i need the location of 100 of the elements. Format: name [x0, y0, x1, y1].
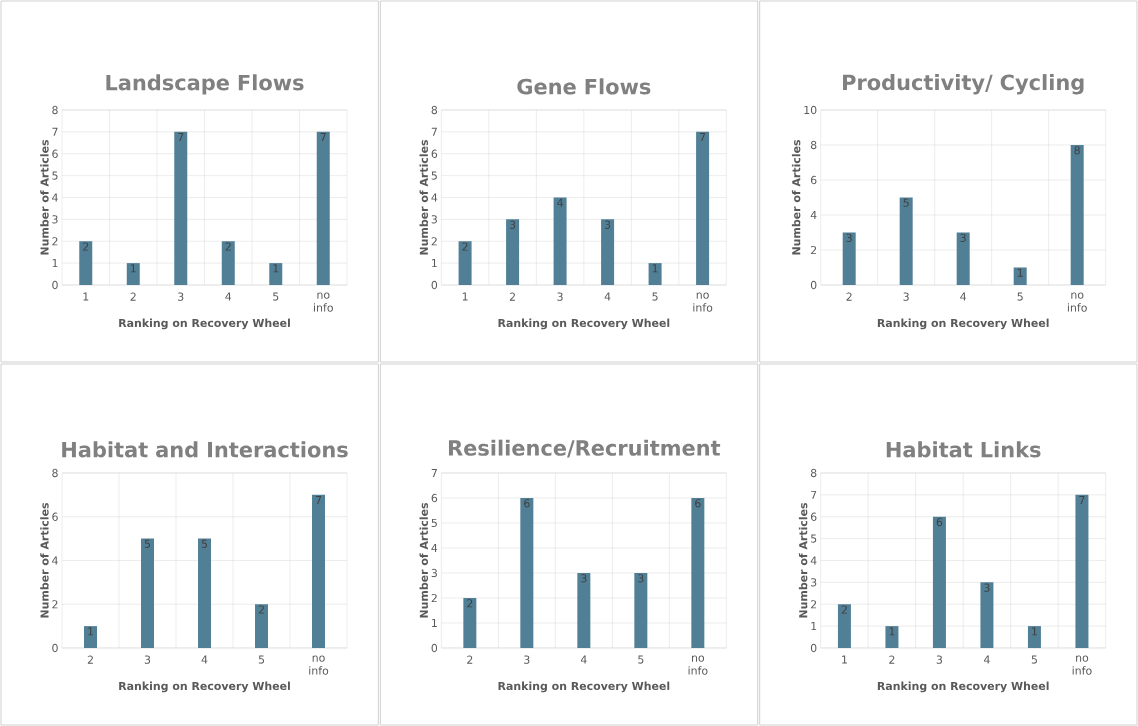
y-tick-label: 10: [804, 105, 817, 115]
x-tick-label: no info: [1072, 655, 1092, 675]
y-tick-label: 6: [52, 149, 58, 158]
data-label: 4: [557, 198, 563, 207]
x-tick-label: 3: [936, 655, 943, 664]
x-axis-title: Ranking on Recovery Wheel: [119, 318, 290, 330]
x-axis-title: Ranking on Recovery Wheel: [119, 681, 290, 693]
chart-title: Gene Flows: [517, 78, 651, 95]
y-tick-label: 7: [811, 490, 817, 499]
bar: [932, 516, 946, 648]
y-tick-label: 6: [431, 493, 438, 503]
data-label: 7: [178, 133, 184, 142]
bar: [255, 604, 269, 648]
bar: [79, 241, 93, 285]
y-tick-label: 4: [431, 193, 438, 202]
chart-title: Habitat Links: [886, 441, 1041, 458]
bar: [506, 219, 520, 285]
x-tick-label: 1: [83, 292, 89, 301]
x-tick-label: 4: [225, 292, 232, 301]
bar: [696, 131, 710, 285]
y-axis-title: Number of Articles: [798, 502, 808, 618]
data-label: 1: [652, 264, 658, 273]
data-label: 1: [1032, 627, 1037, 636]
x-tick-label: 3: [557, 292, 563, 301]
bar: [1070, 144, 1084, 285]
x-axis-title: Ranking on Recovery Wheel: [877, 318, 1049, 330]
x-tick-label: 3: [178, 292, 184, 301]
bar: [1027, 626, 1041, 648]
y-tick-label: 0: [431, 280, 438, 290]
y-tick-label: 7: [52, 127, 58, 136]
bar: [520, 497, 534, 648]
bar: [1075, 494, 1089, 648]
data-label: 3: [509, 220, 516, 229]
x-tick-label: 2: [889, 655, 895, 664]
x-tick-label: 4: [983, 655, 990, 664]
bar: [463, 597, 477, 648]
bar: [1013, 267, 1027, 285]
x-tick-label: 4: [604, 292, 611, 301]
chart-title: Resilience/Recruitment: [448, 439, 721, 458]
y-tick-label: 2: [431, 593, 437, 603]
x-tick-label: no info: [688, 655, 708, 675]
y-tick-label: 4: [810, 556, 817, 565]
data-label: 5: [903, 198, 909, 207]
bar: [269, 263, 283, 285]
x-tick-label: 2: [467, 655, 473, 664]
x-tick-label: 2: [846, 292, 852, 301]
bar: [691, 497, 705, 648]
data-label: 3: [984, 583, 990, 592]
y-tick-label: 3: [52, 215, 58, 224]
data-label: 6: [936, 517, 943, 527]
data-label: 6: [695, 499, 701, 508]
data-label: 3: [604, 220, 611, 229]
y-axis-title: Number of Articles: [40, 139, 49, 255]
y-tick-label: 6: [431, 149, 438, 158]
bar: [634, 572, 648, 648]
data-label: 2: [258, 605, 264, 614]
data-label: 3: [638, 574, 644, 583]
bar: [126, 263, 140, 285]
y-tick-label: 2: [431, 237, 437, 246]
y-tick-label: 5: [431, 518, 437, 528]
bar: [885, 626, 899, 648]
data-label: 8: [1074, 146, 1080, 155]
y-tick-label: 2: [810, 600, 817, 609]
y-tick-label: 6: [52, 512, 58, 521]
x-tick-label: 5: [1017, 292, 1023, 301]
x-tick-label: 1: [842, 655, 847, 664]
x-tick-label: 2: [509, 292, 515, 301]
y-tick-label: 8: [52, 468, 58, 478]
x-tick-label: no info: [309, 655, 329, 675]
chart-title: Productivity/ Cycling: [843, 74, 1084, 95]
y-tick-label: 0: [431, 643, 438, 653]
bar: [601, 219, 615, 285]
y-tick-label: 6: [810, 175, 817, 185]
y-tick-label: 4: [810, 210, 817, 219]
x-tick-label: 5: [258, 655, 265, 664]
y-tick-label: 6: [810, 512, 817, 521]
x-tick-label: 1: [462, 292, 468, 301]
x-axis-title: Ranking on Recovery Wheel: [498, 318, 670, 330]
bar: [648, 263, 662, 285]
x-tick-label: 4: [580, 655, 587, 664]
y-tick-label: 8: [431, 105, 438, 115]
y-tick-label: 8: [810, 468, 817, 478]
data-label: 7: [700, 133, 706, 142]
y-tick-label: 7: [431, 469, 437, 477]
y-tick-label: 3: [431, 568, 437, 578]
bar: [316, 131, 330, 285]
y-tick-label: 2: [52, 600, 58, 609]
data-label: 2: [225, 242, 231, 251]
y-tick-label: 7: [431, 127, 437, 136]
data-label: 7: [315, 496, 322, 505]
y-axis-title: Number of Articles: [419, 139, 429, 255]
x-tick-label: 2: [130, 292, 136, 301]
data-label: 3: [581, 574, 587, 583]
y-tick-label: 5: [52, 171, 58, 180]
bar: [842, 232, 856, 285]
bar: [174, 131, 188, 285]
y-tick-label: 0: [810, 643, 817, 653]
x-tick-label: no info: [693, 292, 713, 312]
y-tick-label: 3: [431, 215, 437, 224]
data-label: 2: [841, 605, 847, 614]
